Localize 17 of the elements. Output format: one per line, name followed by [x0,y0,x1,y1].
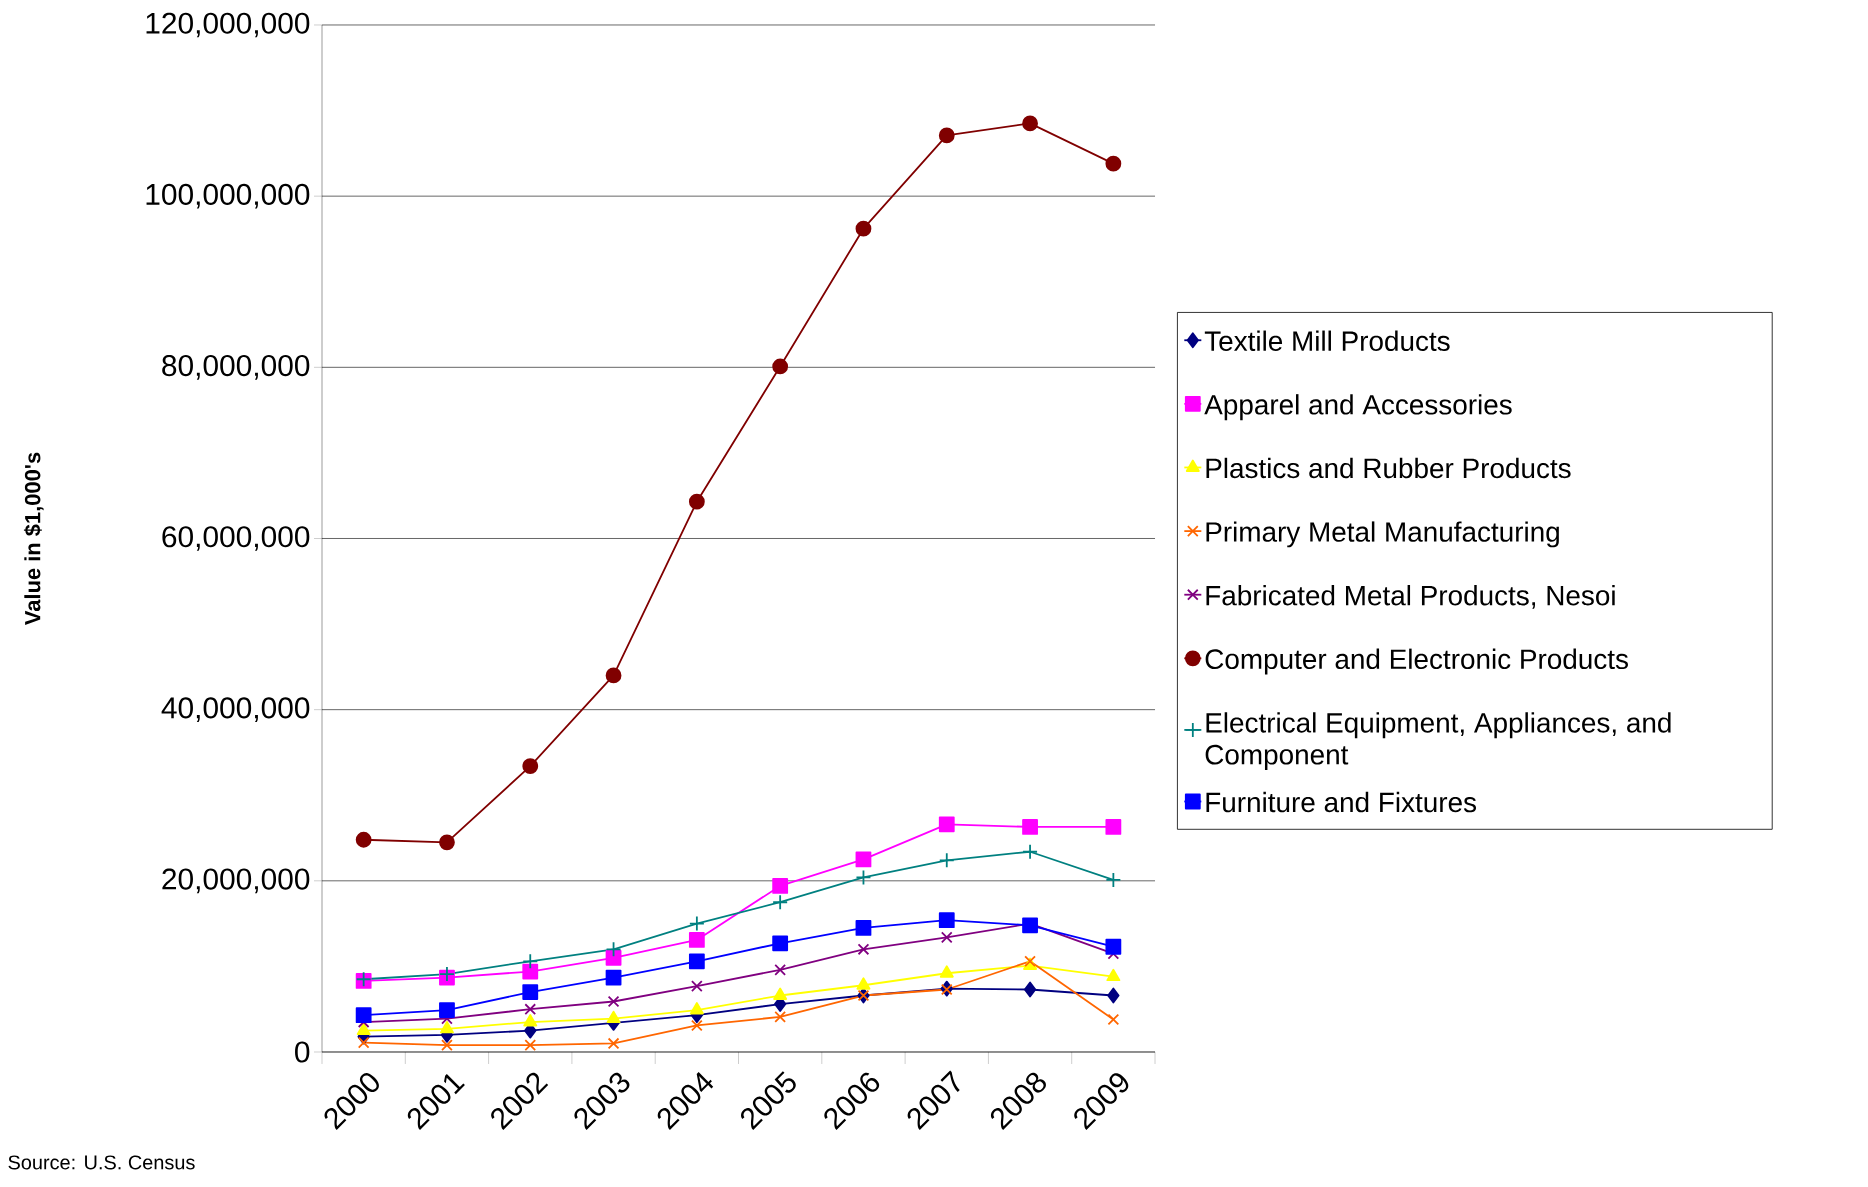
y-tick-label: 20,000,000 [162,868,310,894]
y-tick-label: 80,000,000 [162,354,310,380]
y-tick-label: 120,000,000 [146,12,310,38]
legend-label: Apparel and Accessories [1204,394,1512,421]
legend-label: Computer and Electronic Products [1205,648,1628,675]
legend-label: Primary Metal Manufacturing [1206,521,1559,548]
legend-label: Fabricated Metal Products, Nesoi [1206,585,1615,609]
legend-label: Textile Mill Products [1204,330,1450,352]
y-axis-title: Value in $1,000's [23,452,44,626]
y-tick-label: 60,000,000 [162,526,310,551]
legend-label: Plastics and Rubber Products [1206,457,1571,479]
source-note: Source: U.S. Census [8,1155,195,1170]
y-tick-label: 0 [295,1041,310,1063]
y-tick-label: 100,000,000 [146,183,310,209]
legend-label: Electrical Equipment, Appliances, and Component [1205,712,1671,771]
legend-label: Furniture and Fixtures [1206,791,1477,813]
y-tick-label: 40,000,000 [161,697,310,723]
